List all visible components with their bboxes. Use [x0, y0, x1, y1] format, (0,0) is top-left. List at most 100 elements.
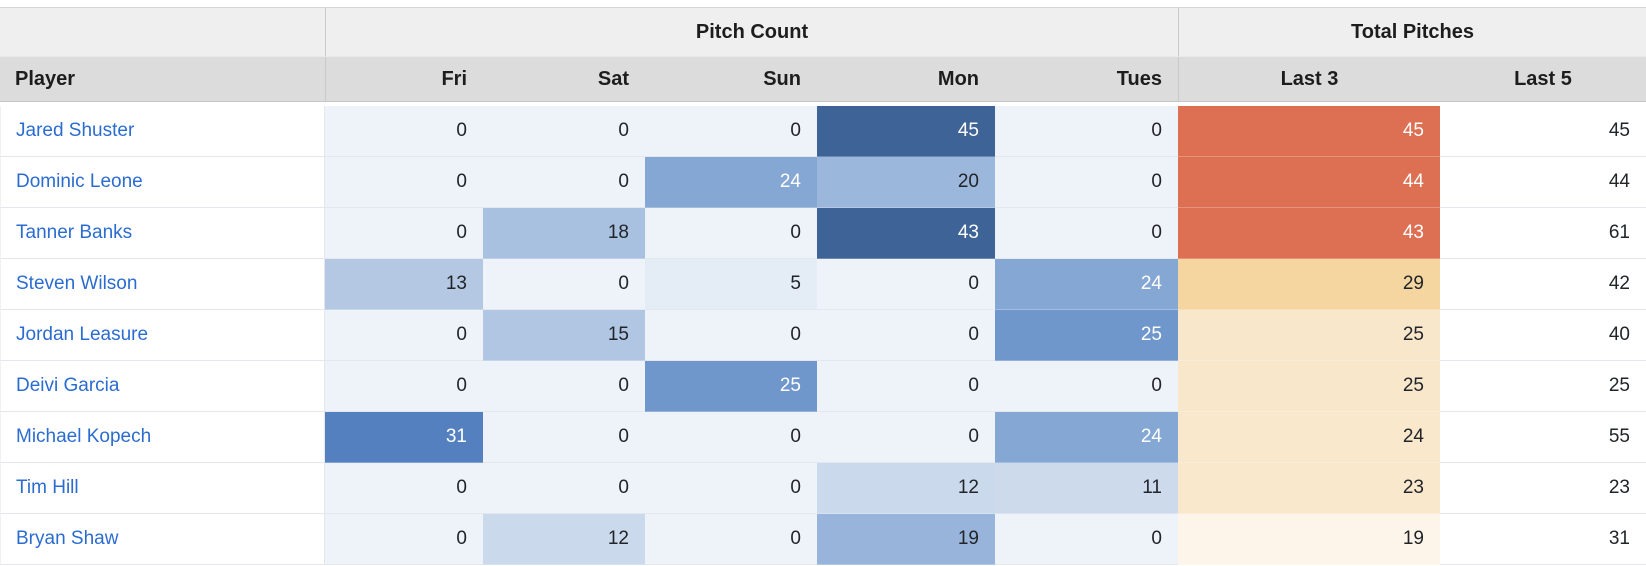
- pitch-count-cell-mon: 0: [817, 259, 995, 310]
- last5-total-cell: 45: [1440, 106, 1646, 157]
- player-name-link[interactable]: Deivi Garcia: [16, 375, 120, 396]
- player-name-link[interactable]: Bryan Shaw: [16, 528, 119, 549]
- pitch-count-cell-sat: 0: [483, 157, 645, 208]
- last5-total-cell: 40: [1440, 310, 1646, 361]
- pitch-count-cell-sun: 0: [645, 412, 817, 463]
- column-header-last5[interactable]: Last 5: [1514, 67, 1572, 90]
- last3-total-cell: 19: [1178, 514, 1440, 565]
- player-cell: Jared Shuster: [0, 106, 325, 157]
- last5-total-cell: 44: [1440, 157, 1646, 208]
- pitch-count-cell-sat: 0: [483, 412, 645, 463]
- last3-total-cell: 25: [1178, 310, 1440, 361]
- corner-header-cell: [0, 8, 325, 56]
- pitch-count-cell-fri: 0: [325, 463, 483, 514]
- pitch-count-cell-tues: 0: [995, 157, 1178, 208]
- table-row: Bryan Shaw 0 12 0 19 0 19 31: [0, 514, 1646, 565]
- pitch-count-cell-fri: 13: [325, 259, 483, 310]
- pitch-count-cell-fri: 0: [325, 514, 483, 565]
- last5-total-cell: 25: [1440, 361, 1646, 412]
- pitch-count-cell-mon: 0: [817, 310, 995, 361]
- pitch-count-cell-mon: 19: [817, 514, 995, 565]
- player-cell: Bryan Shaw: [0, 514, 325, 565]
- pitch-count-cell-fri: 31: [325, 412, 483, 463]
- table-row: Steven Wilson 13 0 5 0 24 29 42: [0, 259, 1646, 310]
- pitch-count-group-header: Pitch Count: [325, 8, 1178, 56]
- pitch-count-cell-mon: 0: [817, 412, 995, 463]
- last3-total-cell: 25: [1178, 361, 1440, 412]
- last5-total-cell: 31: [1440, 514, 1646, 565]
- pitch-count-cell-tues: 0: [995, 208, 1178, 259]
- table-row: Jared Shuster 0 0 0 45 0 45 45: [0, 106, 1646, 157]
- pitch-count-cell-sun: 0: [645, 310, 817, 361]
- player-name-link[interactable]: Michael Kopech: [16, 426, 152, 447]
- player-name-link[interactable]: Tanner Banks: [16, 222, 133, 243]
- pitch-count-cell-sun: 24: [645, 157, 817, 208]
- player-name-link[interactable]: Jared Shuster: [16, 120, 135, 141]
- player-cell: Jordan Leasure: [0, 310, 325, 361]
- last3-total-cell: 24: [1178, 412, 1440, 463]
- pitch-count-cell-sat: 0: [483, 361, 645, 412]
- pitch-count-cell-fri: 0: [325, 106, 483, 157]
- pitch-count-cell-mon: 12: [817, 463, 995, 514]
- last5-total-cell: 23: [1440, 463, 1646, 514]
- player-name-link[interactable]: Dominic Leone: [16, 171, 143, 192]
- pitch-count-cell-sun: 0: [645, 463, 817, 514]
- pitch-count-cell-tues: 25: [995, 310, 1178, 361]
- pitch-count-cell-mon: 45: [817, 106, 995, 157]
- player-cell: Deivi Garcia: [0, 361, 325, 412]
- pitch-count-cell-fri: 0: [325, 310, 483, 361]
- pitch-count-cell-tues: 0: [995, 514, 1178, 565]
- table-row: Dominic Leone 0 0 24 20 0 44 44: [0, 157, 1646, 208]
- pitch-count-cell-sat: 0: [483, 259, 645, 310]
- player-name-link[interactable]: Jordan Leasure: [16, 324, 149, 345]
- player-cell: Steven Wilson: [0, 259, 325, 310]
- table-row: Tim Hill 0 0 0 12 11 23 23: [0, 463, 1646, 514]
- player-cell: Tim Hill: [0, 463, 325, 514]
- column-header-mon[interactable]: Mon: [937, 67, 979, 90]
- pitch-count-cell-fri: 0: [325, 208, 483, 259]
- pitch-count-cell-sun: 25: [645, 361, 817, 412]
- pitch-count-cell-mon: 0: [817, 361, 995, 412]
- pitch-count-cell-tues: 11: [995, 463, 1178, 514]
- player-cell: Dominic Leone: [0, 157, 325, 208]
- last3-total-cell: 23: [1178, 463, 1440, 514]
- last5-total-cell: 42: [1440, 259, 1646, 310]
- table-row: Tanner Banks 0 18 0 43 0 43 61: [0, 208, 1646, 259]
- group-header-row: Pitch Count Total Pitches: [0, 7, 1646, 56]
- pitch-count-cell-fri: 0: [325, 361, 483, 412]
- pitch-count-cell-mon: 20: [817, 157, 995, 208]
- column-header-sat[interactable]: Sat: [597, 67, 629, 90]
- pitch-count-cell-tues: 0: [995, 106, 1178, 157]
- last5-total-cell: 55: [1440, 412, 1646, 463]
- pitch-count-cell-sat: 0: [483, 463, 645, 514]
- table-row: Michael Kopech 31 0 0 0 24 24 55: [0, 412, 1646, 463]
- pitch-count-cell-sun: 0: [645, 514, 817, 565]
- player-cell: Tanner Banks: [0, 208, 325, 259]
- pitch-count-cell-mon: 43: [817, 208, 995, 259]
- player-name-link[interactable]: Tim Hill: [16, 477, 79, 498]
- column-header-last3[interactable]: Last 3: [1178, 57, 1440, 101]
- pitch-count-cell-sat: 15: [483, 310, 645, 361]
- column-header-fri[interactable]: Fri: [325, 57, 483, 101]
- last3-total-cell: 44: [1178, 157, 1440, 208]
- table-row: Jordan Leasure 0 15 0 0 25 25 40: [0, 310, 1646, 361]
- pitch-count-cell-fri: 0: [325, 157, 483, 208]
- pitch-count-cell-tues: 24: [995, 259, 1178, 310]
- column-header-tues[interactable]: Tues: [1116, 67, 1162, 90]
- column-header-row: Player Fri Sat Sun Mon Tues Last 3 Last …: [0, 56, 1646, 102]
- pitch-count-cell-tues: 0: [995, 361, 1178, 412]
- player-cell: Michael Kopech: [0, 412, 325, 463]
- table-body: Jared Shuster 0 0 0 45 0 45 45 Dominic Leone 0 0 24…: [0, 106, 1646, 565]
- pitch-count-cell-sat: 0: [483, 106, 645, 157]
- pitch-count-cell-sun: 5: [645, 259, 817, 310]
- column-header-sun[interactable]: Sun: [763, 67, 801, 90]
- player-name-link[interactable]: Steven Wilson: [16, 273, 138, 294]
- pitch-count-cell-sun: 0: [645, 106, 817, 157]
- table-row: Deivi Garcia 0 0 25 0 0 25 25: [0, 361, 1646, 412]
- pitch-count-cell-sat: 18: [483, 208, 645, 259]
- last3-total-cell: 29: [1178, 259, 1440, 310]
- last3-total-cell: 43: [1178, 208, 1440, 259]
- last3-total-cell: 45: [1178, 106, 1440, 157]
- column-header-player[interactable]: Player: [15, 67, 76, 90]
